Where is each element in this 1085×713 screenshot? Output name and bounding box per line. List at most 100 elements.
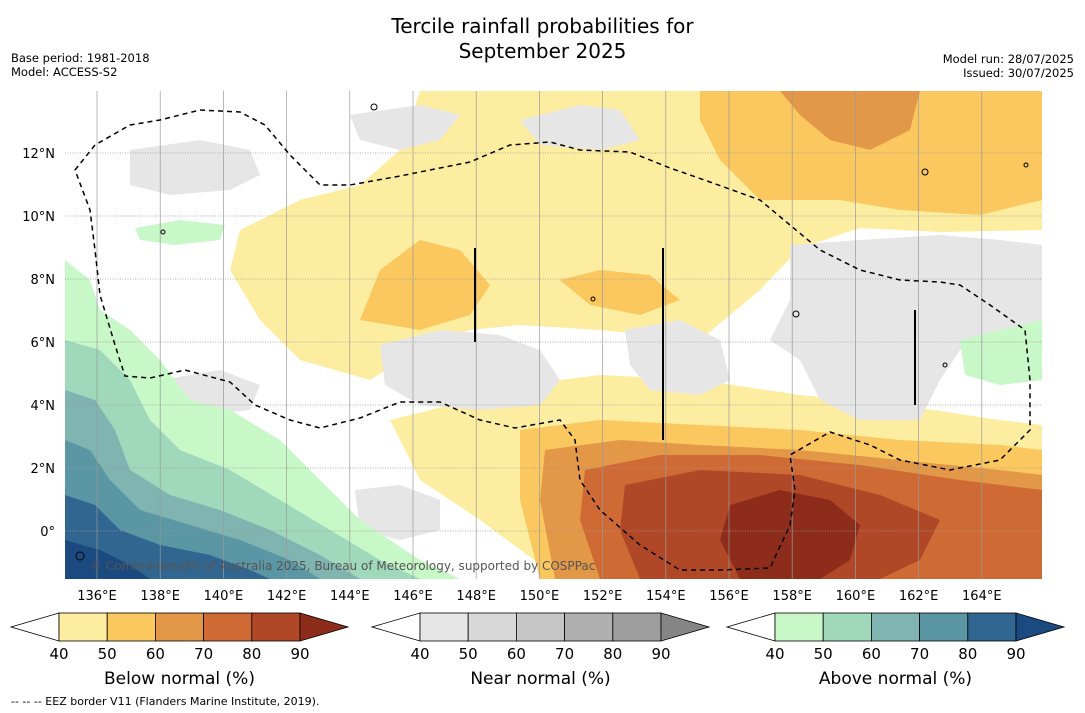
island-markers	[474, 248, 916, 440]
eez-border-line	[74, 109, 1031, 571]
near-normal-region-nw	[130, 140, 260, 195]
latitude-label: 4°N	[31, 399, 56, 414]
colorbar: 40 50 60 70 80 90 Above normal (%)	[725, 612, 1066, 689]
longitude-label: 162°E	[899, 589, 939, 604]
longitude-label: 146°E	[393, 589, 433, 604]
below-normal-90-region	[720, 490, 860, 579]
colorbar-tick: 60	[507, 645, 526, 663]
colorbar: 40 50 60 70 80 90 Near normal (%)	[370, 612, 711, 689]
latitude-label: 10°N	[22, 210, 55, 225]
above-normal-40-region-north	[135, 220, 225, 245]
model-run: Model run: 28/07/2025	[942, 52, 1074, 66]
colorbar-segment	[919, 612, 969, 642]
footnote: -- -- -- EEZ border V11 (Flanders Marine…	[11, 695, 320, 708]
title-line-1: Tercile rainfall probabilities for	[391, 14, 694, 38]
above-normal-40-region-east	[960, 320, 1042, 385]
issued-date: Issued: 30/07/2025	[963, 66, 1074, 80]
colorbar: 40 50 60 70 80 90 Below normal (%)	[9, 612, 350, 689]
colorbar-tick: 90	[1006, 645, 1025, 663]
colorbars: 40 50 60 70 80 90 Below normal (%) 40 50 60 70 80 90…	[9, 612, 1066, 689]
run-info: Model run: 28/07/2025 Issued: 30/07/2025	[943, 52, 1074, 80]
colorbar-segment	[58, 612, 108, 642]
colorbar-segment	[774, 612, 824, 642]
colorbar-segment	[419, 612, 469, 642]
colorbar-max-arrow	[299, 612, 350, 642]
model-name: Model: ACCESS-S2	[11, 65, 118, 79]
near-normal-region-top	[350, 105, 460, 150]
colorbar-min-arrow	[370, 612, 421, 642]
title-line-2: September 2025	[458, 39, 627, 63]
map-title: Tercile rainfall probabilities for Septe…	[0, 14, 1085, 64]
colorbar-segment	[871, 612, 921, 642]
longitude-label: 148°E	[456, 589, 496, 604]
longitude-label: 136°E	[77, 589, 117, 604]
colorbar-label: Near normal (%)	[470, 669, 610, 689]
colorbar-segment	[516, 612, 566, 642]
near-normal-region-far-top	[520, 105, 640, 150]
colorbar-tick: 70	[194, 645, 213, 663]
longitude-label: 142°E	[267, 589, 307, 604]
colorbar-min-arrow	[725, 612, 776, 642]
colorbar-label: Above normal (%)	[819, 669, 972, 689]
latitude-label: 8°N	[31, 273, 56, 288]
colorbar-tick: 70	[555, 645, 574, 663]
colorbar-max-arrow	[660, 612, 711, 642]
colorbar-segment	[203, 612, 253, 642]
colorbar-max-arrow	[1015, 612, 1066, 642]
map-area: © Commonwealth of Australia 2025, Bureau…	[65, 91, 1042, 579]
colorbar-tick: 70	[910, 645, 929, 663]
colorbar-tick: 90	[651, 645, 670, 663]
colorbar-tick: 90	[290, 645, 309, 663]
longitude-label: 158°E	[772, 589, 812, 604]
latitude-labels: 12°N 10°N 8°N 6°N 4°N 2°N 0°	[22, 147, 55, 540]
colorbar-tick: 40	[410, 645, 429, 663]
longitude-label: 154°E	[646, 589, 686, 604]
latitude-label: 2°N	[31, 462, 56, 477]
colorbar-tick: 40	[49, 645, 68, 663]
colorbar-tick: 80	[242, 645, 261, 663]
colorbar-tick: 60	[862, 645, 881, 663]
colorbar-segment	[612, 612, 662, 642]
colorbar-min-arrow	[9, 612, 60, 642]
longitude-label: 140°E	[204, 589, 244, 604]
longitude-label: 150°E	[520, 589, 560, 604]
longitude-label: 156°E	[709, 589, 749, 604]
longitude-labels: 136°E 138°E 140°E 142°E 144°E 146°E 148°E 150°E…	[77, 589, 1001, 604]
longitude-label: 160°E	[836, 589, 876, 604]
below-normal-50-region-west	[360, 240, 490, 330]
base-period: Base period: 1981-2018	[11, 51, 150, 65]
colorbar-tick: 60	[146, 645, 165, 663]
colorbar-segment	[822, 612, 872, 642]
near-normal-region-south-west	[355, 485, 440, 540]
colorbar-tick: 50	[814, 645, 833, 663]
model-info: Base period: 1981-2018 Model: ACCESS-S2	[11, 51, 150, 79]
copyright-text: © Commonwealth of Australia 2025, Bureau…	[90, 559, 595, 573]
colorbar-segment	[154, 612, 204, 642]
below-normal-50-region-central	[560, 270, 680, 315]
small-islands	[75, 103, 1029, 561]
near-normal-region-ne	[770, 235, 1042, 420]
near-normal-region-central	[380, 330, 560, 410]
latitude-label: 12°N	[22, 147, 55, 162]
above-normal-80-region	[65, 495, 270, 579]
latitude-label: 0°	[40, 525, 55, 540]
longitude-label: 164°E	[962, 589, 1002, 604]
above-normal-90-region	[65, 540, 150, 579]
colorbar-segment	[251, 612, 301, 642]
longitude-label: 152°E	[583, 589, 623, 604]
latitude-label: 6°N	[31, 336, 56, 351]
colorbar-tick: 80	[603, 645, 622, 663]
gridlines	[65, 91, 1042, 579]
colorbar-tick: 50	[98, 645, 117, 663]
near-normal-region-mid	[625, 320, 730, 395]
below-normal-60-region	[780, 91, 920, 150]
colorbar-tick: 80	[958, 645, 977, 663]
colorbar-segment	[564, 612, 614, 642]
near-normal-region-east-far	[980, 270, 1042, 310]
colorbar-tick: 40	[765, 645, 784, 663]
colorbar-label: Below normal (%)	[104, 669, 255, 689]
longitude-label: 144°E	[330, 589, 370, 604]
colorbar-segment	[106, 612, 156, 642]
colorbar-segment	[467, 612, 517, 642]
